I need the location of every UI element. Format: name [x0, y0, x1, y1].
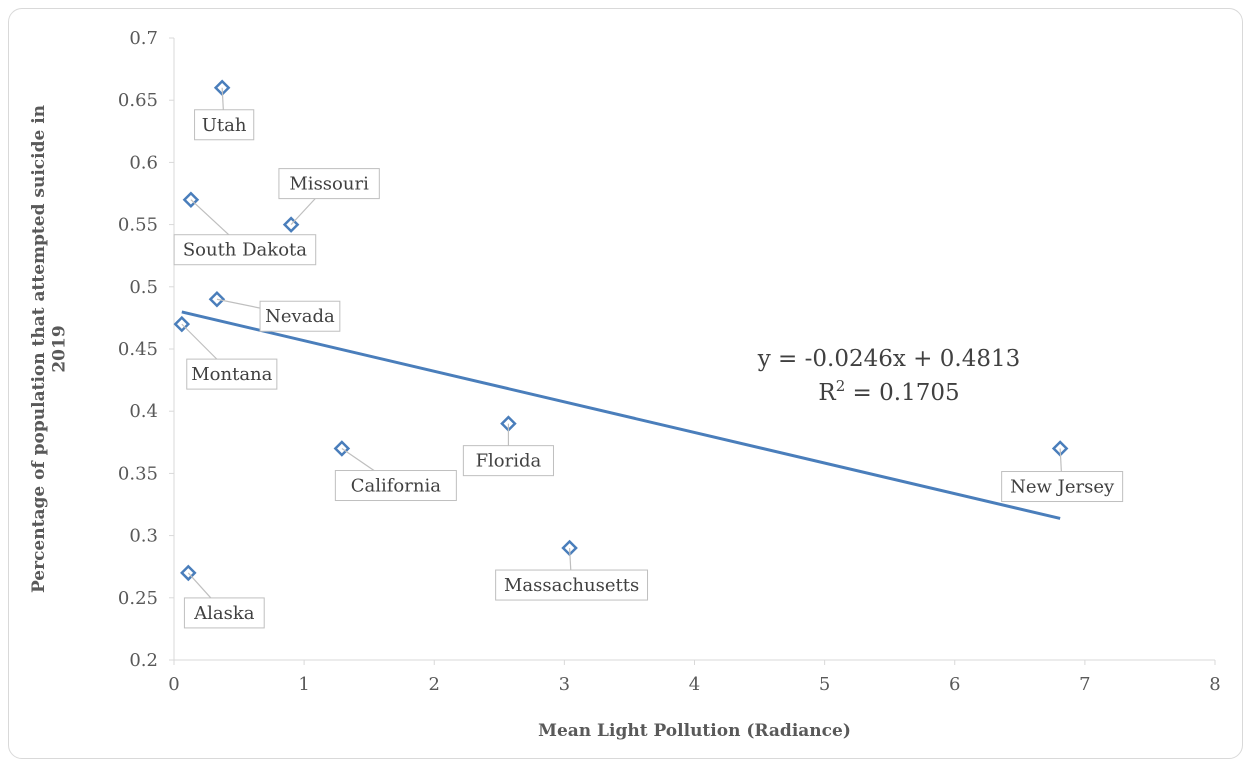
- data-label: Missouri: [289, 174, 369, 195]
- data-label: Massachusetts: [504, 575, 639, 596]
- y-tick-label: 0.7: [129, 28, 158, 49]
- x-axis-title: Mean Light Pollution (Radiance): [538, 721, 851, 741]
- y-tick-label: 0.55: [118, 215, 158, 236]
- trendline-equation: y = -0.0246x + 0.4813: [757, 346, 1020, 372]
- data-point: [333, 440, 351, 457]
- data-label-box: [259, 300, 341, 332]
- data-label-box: [462, 445, 554, 477]
- x-tick-label: 5: [819, 674, 830, 695]
- data-label: Alaska: [193, 603, 255, 624]
- x-tick-label: 8: [1209, 674, 1220, 695]
- data-label-box: [183, 597, 265, 629]
- data-label-box: [173, 234, 317, 266]
- x-tick-label: 0: [168, 674, 179, 695]
- y-tick-label: 0.45: [118, 339, 158, 360]
- data-label: Nevada: [265, 306, 335, 327]
- y-tick-label: 0.4: [129, 401, 158, 422]
- x-tick-label: 6: [949, 674, 960, 695]
- y-tick-label: 0.65: [118, 90, 158, 111]
- trendline-r-squared: R2 = 0.1705: [818, 377, 959, 406]
- y-tick-label: 0.25: [118, 588, 158, 609]
- y-tick-label: 0.5: [129, 277, 158, 298]
- data-label: Florida: [476, 451, 542, 472]
- y-tick-label: 0.3: [129, 526, 158, 547]
- y-axis-title: Percentage of population that attempted …: [29, 105, 69, 593]
- data-label-box: [194, 109, 255, 141]
- data-label: South Dakota: [183, 240, 307, 261]
- y-tick-label: 0.35: [118, 463, 158, 484]
- data-label: New Jersey: [1010, 477, 1115, 498]
- data-label-box: [495, 569, 649, 601]
- x-tick-label: 4: [689, 674, 700, 695]
- data-label: Montana: [191, 364, 272, 385]
- y-tick-label: 0.2: [129, 650, 158, 671]
- x-tick-label: 3: [559, 674, 570, 695]
- x-tick-label: 1: [298, 674, 309, 695]
- trendline-group: [181, 310, 1061, 520]
- axes: 0 1 2 3 4 5 6 7 8 0.2 0.25 0.3 0.35 0.4 0.45 0.5 0.55 0.6…: [118, 28, 1221, 695]
- data-label-box: [278, 168, 380, 200]
- data-label-box: [1001, 471, 1124, 503]
- y-tick-label: 0.6: [129, 152, 158, 173]
- data-point: [208, 290, 226, 308]
- trendline: [181, 310, 1061, 520]
- labels-group: Utah Missouri South Dakota Nevada Montana Cal…: [173, 87, 1124, 629]
- data-label-box: [186, 358, 278, 390]
- x-tick-label: 7: [1079, 674, 1090, 695]
- data-label: California: [351, 476, 441, 497]
- data-label-box: [334, 470, 457, 502]
- x-tick-label: 2: [429, 674, 440, 695]
- data-label: Utah: [202, 115, 247, 136]
